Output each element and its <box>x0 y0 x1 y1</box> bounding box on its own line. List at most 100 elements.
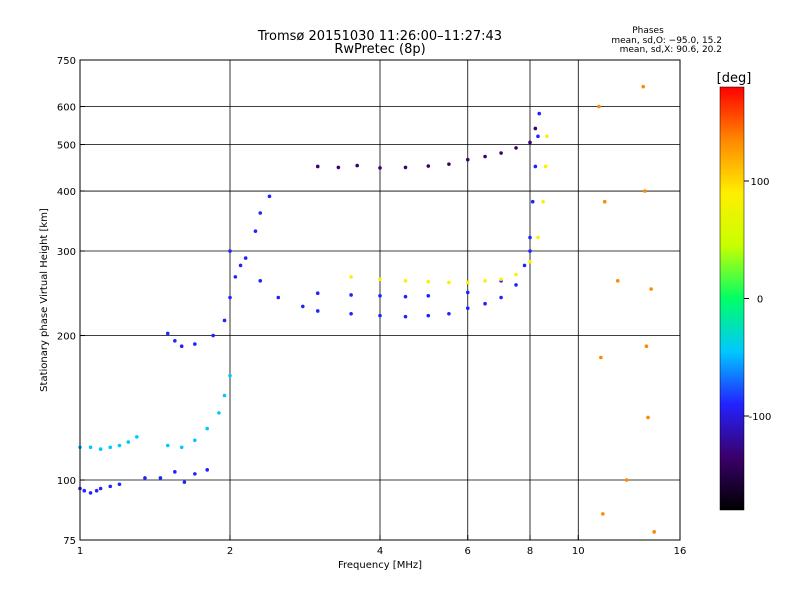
data-point <box>233 275 238 279</box>
phases-line-o: mean, sd,O: −95.0, 15.2 <box>611 36 722 46</box>
data-point <box>182 480 187 484</box>
data-point <box>108 445 113 450</box>
chart-subtitle: RwPretec (8p) <box>334 42 425 57</box>
colorbar-label: [deg] <box>717 71 752 86</box>
data-point <box>403 314 408 319</box>
data-point <box>528 235 532 240</box>
x-tick-label: 8 <box>527 546 533 557</box>
data-point <box>536 134 540 139</box>
data-point <box>533 164 538 169</box>
colorbar-tick-label: 0 <box>757 295 763 306</box>
y-tick-label: 100 <box>57 476 76 487</box>
data-point <box>349 311 353 316</box>
data-point <box>134 435 139 439</box>
y-tick-label: 400 <box>57 187 76 198</box>
data-point <box>179 445 184 450</box>
data-point <box>253 229 258 233</box>
data-point <box>536 235 540 240</box>
data-point <box>483 301 487 306</box>
data-point <box>349 275 353 279</box>
data-point <box>301 304 305 309</box>
data-point <box>98 486 103 491</box>
phases-header: Phases <box>632 26 664 36</box>
y-tick-label: 300 <box>57 247 76 258</box>
y-axis-ticks: 75 100 200 300 400 500 600 750 <box>57 56 85 547</box>
data-point <box>258 279 263 283</box>
data-point <box>649 287 653 291</box>
data-point <box>238 263 243 268</box>
data-point <box>108 484 113 489</box>
data-point <box>349 293 353 297</box>
data-point <box>82 488 87 493</box>
data-point <box>522 263 527 268</box>
x-tick-label: 16 <box>674 546 687 557</box>
data-point <box>158 476 163 480</box>
data-point <box>528 249 532 253</box>
data-point <box>217 411 221 415</box>
y-tick-label: 750 <box>57 56 76 67</box>
data-point <box>355 163 359 168</box>
data-point <box>179 344 184 349</box>
colorbar-ticks: 100 0 -100 <box>744 177 771 423</box>
x-tick-label: 10 <box>572 546 585 557</box>
data-point <box>165 331 170 336</box>
data-point <box>426 313 431 318</box>
data-point <box>543 164 548 169</box>
colorbar-tick-label: 100 <box>750 177 769 188</box>
data-point <box>205 468 209 472</box>
data-point <box>541 199 545 204</box>
data-point <box>117 443 122 448</box>
data-point <box>597 104 601 109</box>
data-point <box>193 438 197 443</box>
data-point <box>641 84 646 89</box>
data-point <box>465 306 470 311</box>
data-point <box>205 426 209 431</box>
data-point <box>447 162 451 166</box>
data-point <box>514 283 518 287</box>
data-point <box>243 256 248 260</box>
data-point <box>228 249 232 253</box>
x-tick-label: 6 <box>465 546 471 557</box>
data-point <box>228 295 232 300</box>
data-point <box>465 280 470 285</box>
data-point <box>426 279 431 284</box>
data-point <box>499 277 503 282</box>
data-point <box>533 126 538 131</box>
data-point <box>336 165 341 170</box>
data-point <box>117 482 122 487</box>
data-point <box>447 311 451 316</box>
data-point <box>465 290 470 295</box>
data-point <box>315 309 320 313</box>
data-point <box>426 293 431 298</box>
x-axis-ticks: 1 2 4 6 8 10 16 <box>77 535 687 557</box>
data-point <box>378 166 382 170</box>
data-point <box>528 140 532 145</box>
data-point <box>545 134 549 139</box>
data-point <box>530 199 535 204</box>
data-point <box>447 280 451 285</box>
data-point <box>98 447 103 451</box>
data-point <box>652 530 656 534</box>
y-tick-label: 500 <box>57 141 76 152</box>
data-point <box>378 277 382 282</box>
x-tick-label: 2 <box>227 546 233 557</box>
colorbar <box>719 86 745 511</box>
data-point <box>483 279 487 283</box>
chart-title: Tromsø 20151030 11:26:00–11:27:43 <box>257 29 502 44</box>
data-point <box>222 318 227 323</box>
data-point <box>537 111 542 116</box>
data-point <box>173 339 177 343</box>
data-point <box>193 342 197 346</box>
data-point <box>483 154 487 159</box>
data-point <box>378 293 382 298</box>
data-point <box>601 512 605 516</box>
data-point <box>624 478 629 482</box>
x-axis-label: Frequency [MHz] <box>338 560 422 571</box>
data-point <box>315 291 320 296</box>
data-point <box>88 445 93 450</box>
data-point <box>276 295 281 300</box>
data-point <box>499 295 503 300</box>
grid-lines <box>80 60 680 540</box>
y-tick-label: 75 <box>63 536 76 547</box>
